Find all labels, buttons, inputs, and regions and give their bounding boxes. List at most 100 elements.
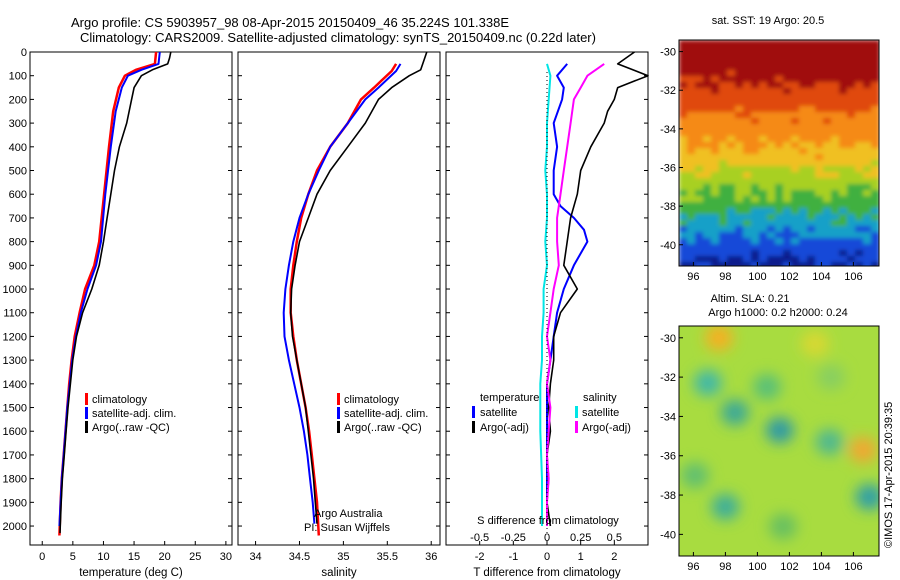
x-tick-label: 1 <box>578 551 584 563</box>
sst-cell <box>695 148 704 155</box>
sst-cell <box>815 118 824 125</box>
sla-map-panel: Altim. SLA: 0.21 Argo h1000: 0.2 h2000: … <box>660 293 880 573</box>
sst-cell <box>703 82 712 89</box>
sst-cell <box>687 238 696 245</box>
sst-cell <box>751 172 760 179</box>
lon-tick-label: 100 <box>748 561 766 573</box>
sst-cell <box>767 244 776 251</box>
sst-cell <box>807 124 816 131</box>
sst-cell <box>775 46 784 53</box>
sst-cell <box>735 262 744 266</box>
sst-cell <box>687 136 696 143</box>
legend-label-s-argo: Argo(-adj) <box>582 422 631 434</box>
sst-cell <box>719 250 728 257</box>
sst-cell <box>695 106 704 113</box>
sst-cell <box>751 244 760 251</box>
sla-anomaly-blob <box>855 484 879 511</box>
x-tick-label: 35.5 <box>377 551 398 563</box>
sst-cell <box>775 166 784 173</box>
sst-cell <box>839 46 848 53</box>
sst-cell <box>839 112 848 119</box>
sst-cell <box>871 142 879 149</box>
sst-cell <box>783 94 792 101</box>
s-diff-tick-label: 0 <box>544 532 550 544</box>
sst-cell <box>703 184 712 191</box>
sst-cell <box>831 172 840 179</box>
lat-tick-label: -30 <box>660 47 676 59</box>
sst-cell <box>687 58 696 65</box>
sla-anomaly-blob <box>681 462 709 489</box>
sst-cell <box>799 208 808 215</box>
sst-cell <box>839 214 848 221</box>
sst-cell <box>807 52 816 59</box>
sst-cell <box>871 148 879 155</box>
legend-temperature-header: temperature <box>480 392 539 404</box>
sst-cell <box>863 166 872 173</box>
sst-cell <box>711 220 720 227</box>
sst-cell <box>735 52 744 59</box>
sst-cell <box>815 256 824 263</box>
sst-cell <box>695 52 704 59</box>
sst-cell <box>847 256 856 263</box>
sst-cell <box>679 136 688 143</box>
sst-cell <box>695 82 704 89</box>
sst-cell <box>839 76 848 83</box>
sst-cell <box>799 46 808 53</box>
sst-cell <box>743 40 752 47</box>
sst-cell <box>791 100 800 107</box>
sst-cell <box>831 58 840 65</box>
series-line-satellite-adj-clim- <box>282 63 402 524</box>
sla-anomaly-layer <box>681 326 879 540</box>
sst-cell <box>863 160 872 167</box>
sst-cell <box>791 142 800 149</box>
sst-cell <box>863 88 872 95</box>
sst-cell <box>863 220 872 227</box>
sst-cell <box>687 76 696 83</box>
sst-cell <box>799 64 808 71</box>
sst-cell <box>767 262 776 266</box>
sst-cell <box>767 82 776 89</box>
sst-cell <box>727 184 736 191</box>
sst-cell <box>807 178 816 185</box>
sst-cell <box>727 148 736 155</box>
sst-cell <box>727 226 736 233</box>
sst-cell <box>767 142 776 149</box>
sst-cell <box>831 82 840 89</box>
sst-map-title: sat. SST: 19 Argo: 20.5 <box>712 15 825 27</box>
sst-cell <box>783 238 792 245</box>
sst-cell <box>783 112 792 119</box>
sst-cell <box>727 262 736 266</box>
sst-cell <box>823 100 832 107</box>
sst-cell <box>743 124 752 131</box>
sst-cell <box>855 208 864 215</box>
sst-cell <box>703 154 712 161</box>
sst-cell <box>695 94 704 101</box>
sst-cell <box>799 220 808 227</box>
sst-cell <box>735 256 744 263</box>
sst-cell <box>735 190 744 197</box>
sst-cell <box>759 118 768 125</box>
sst-cell <box>751 58 760 65</box>
sst-cell <box>743 58 752 65</box>
sst-cell <box>831 130 840 137</box>
sst-cell <box>791 166 800 173</box>
legend-label-climatology: climatology <box>344 394 400 406</box>
sst-cell <box>863 250 872 257</box>
sst-latitude-ticks: -30 -32 -34 -36 -38 -40 <box>660 47 683 252</box>
sst-cell <box>767 52 776 59</box>
sst-cell <box>695 70 704 77</box>
sst-cell <box>855 172 864 179</box>
temperature-axis-ticks: 0 5 10 15 20 25 30 <box>39 541 232 563</box>
sst-cell <box>727 166 736 173</box>
sst-cell <box>855 166 864 173</box>
sst-cell <box>743 52 752 59</box>
sst-cell <box>791 202 800 209</box>
sst-cell <box>855 58 864 65</box>
sst-cell <box>871 118 879 125</box>
sst-cell <box>679 226 688 233</box>
sst-cell <box>759 46 768 53</box>
sst-cell <box>783 52 792 59</box>
sst-cell <box>871 46 879 53</box>
sst-cell <box>711 136 720 143</box>
sst-cell <box>807 160 816 167</box>
